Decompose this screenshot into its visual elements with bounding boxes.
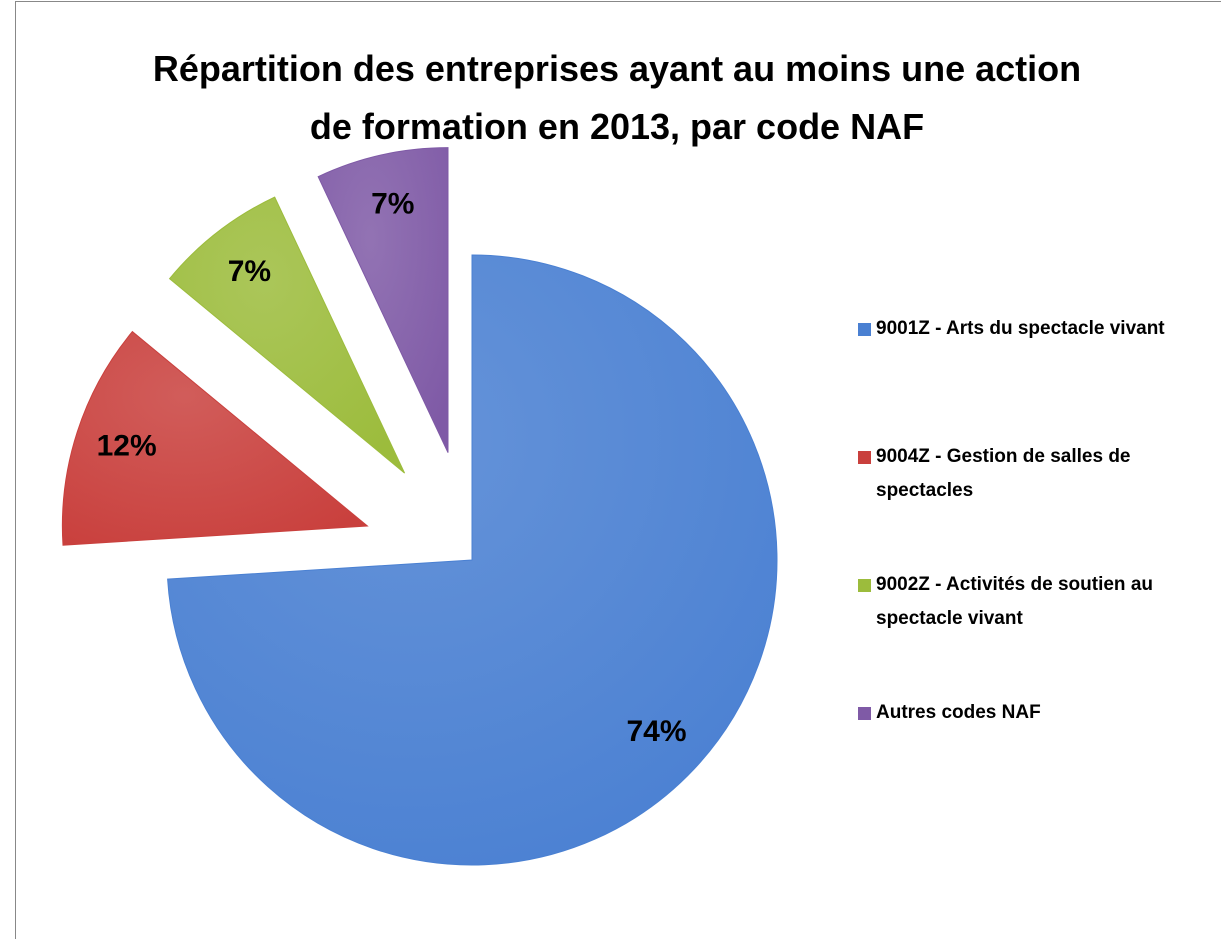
legend-item: Autres codes NAF [858,696,1208,730]
frame-border [15,1,1221,939]
legend-swatch [858,451,871,464]
pie-slice [317,147,449,453]
legend-swatch [858,707,871,720]
legend-item: 9004Z - Gestion de salles de spectacles [858,440,1208,508]
legend-swatch [858,323,871,336]
legend-label: 9001Z - Arts du spectacle vivant [876,318,1165,339]
data-label: 12% [97,430,157,463]
legend-label: 9002Z - Activités de soutien au spectacl… [876,574,1153,629]
legend-swatch [858,579,871,592]
legend-item: 9001Z - Arts du spectacle vivant [858,312,1208,346]
data-label: 7% [228,255,271,288]
data-label: 7% [371,188,414,221]
pie-slice [168,196,406,474]
pie-slice [61,330,369,546]
pie-slice [167,254,778,866]
legend-label: Autres codes NAF [876,702,1041,723]
chart-title: Répartition des entreprises ayant au moi… [152,48,1082,147]
legend-item: 9002Z - Activités de soutien au spectacl… [858,568,1208,636]
data-label: 74% [627,715,687,748]
legend-label: 9004Z - Gestion de salles de spectacles [876,446,1131,501]
